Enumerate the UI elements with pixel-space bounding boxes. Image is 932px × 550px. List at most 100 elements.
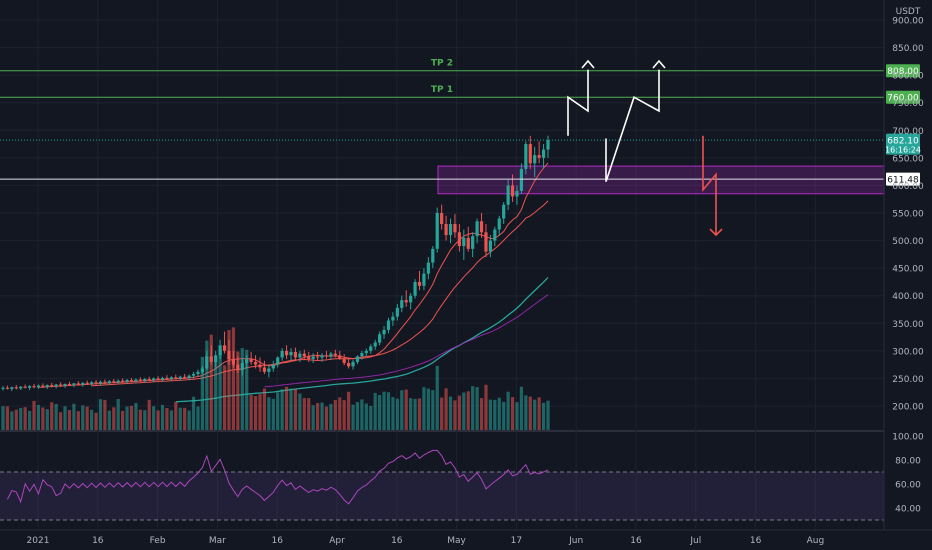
candle-body[interactable] [382, 329, 386, 335]
candle-body[interactable] [63, 383, 67, 386]
candle-body[interactable] [169, 377, 173, 379]
candle-body[interactable] [236, 364, 240, 371]
candle-body[interactable] [298, 353, 302, 358]
candle-body[interactable] [315, 356, 320, 358]
candle-body[interactable] [333, 353, 337, 356]
candle-body[interactable] [493, 229, 497, 241]
candle-body[interactable] [409, 295, 413, 303]
candle-body[interactable] [156, 378, 160, 380]
candle-body[interactable] [462, 237, 466, 247]
candle-body[interactable] [103, 381, 107, 383]
candles[interactable] [1, 135, 550, 392]
candle-body[interactable] [351, 361, 355, 367]
candle-body[interactable] [249, 359, 253, 362]
candle-body[interactable] [240, 362, 244, 371]
candle-body[interactable] [444, 224, 448, 236]
candle-body[interactable] [537, 155, 541, 158]
candle-body[interactable] [205, 356, 209, 369]
candle-body[interactable] [253, 361, 258, 365]
candle-body[interactable] [125, 380, 129, 382]
candle-body[interactable] [519, 168, 524, 191]
candle-body[interactable] [196, 371, 200, 375]
candle-body[interactable] [138, 379, 142, 381]
candle-body[interactable] [165, 377, 169, 379]
candle-body[interactable] [369, 346, 373, 351]
candle-body[interactable] [152, 378, 156, 381]
candle-body[interactable] [32, 386, 36, 388]
candle-body[interactable] [76, 383, 80, 385]
candle-body[interactable] [143, 378, 147, 381]
rsi-panel[interactable] [0, 449, 884, 521]
candle-body[interactable] [355, 356, 360, 362]
candle-body[interactable] [81, 382, 85, 385]
candle-body[interactable] [293, 351, 298, 358]
candle-body[interactable] [245, 359, 249, 363]
candle-body[interactable] [360, 353, 364, 357]
candle-body[interactable] [1, 387, 5, 389]
candle-body[interactable] [258, 364, 262, 368]
candle-body[interactable] [435, 213, 439, 249]
candle-body[interactable] [41, 385, 45, 387]
candle-body[interactable] [347, 362, 351, 367]
candle-body[interactable] [45, 385, 49, 387]
candle-body[interactable] [36, 385, 41, 388]
candle-body[interactable] [528, 144, 532, 164]
candle-body[interactable] [431, 248, 435, 263]
candle-body[interactable] [191, 374, 196, 376]
candle-body[interactable] [417, 281, 422, 286]
candle-body[interactable] [510, 185, 515, 197]
candle-body[interactable] [400, 300, 404, 308]
candle-body[interactable] [59, 384, 63, 386]
candle-body[interactable] [85, 382, 89, 384]
candle-body[interactable] [14, 387, 18, 389]
candle-body[interactable] [440, 213, 444, 225]
candle-body[interactable] [67, 383, 72, 386]
candle-body[interactable] [267, 368, 271, 372]
candle-body[interactable] [54, 384, 58, 387]
candle-body[interactable] [342, 358, 346, 363]
candle-body[interactable] [116, 380, 120, 383]
candle-body[interactable] [187, 375, 191, 378]
candle-body[interactable] [502, 204, 506, 219]
candle-body[interactable] [50, 385, 54, 387]
candle-body[interactable] [222, 345, 227, 351]
candle-body[interactable] [373, 342, 377, 347]
candle-body[interactable] [147, 378, 151, 381]
candle-body[interactable] [307, 356, 311, 360]
candle-body[interactable] [262, 367, 267, 372]
candle-body[interactable] [395, 307, 399, 317]
candle-body[interactable] [23, 386, 27, 388]
candle-body[interactable] [218, 345, 222, 356]
candle-body[interactable] [289, 351, 293, 356]
candle-body[interactable] [378, 334, 382, 343]
candle-body[interactable] [183, 376, 187, 378]
candle-body[interactable] [320, 355, 324, 358]
forecast-path-up-2[interactable] [605, 69, 660, 182]
candle-body[interactable] [506, 185, 510, 205]
candle-body[interactable] [324, 355, 329, 357]
candle-body[interactable] [10, 387, 14, 389]
candle-body[interactable] [471, 236, 475, 249]
candle-body[interactable] [453, 224, 457, 233]
candle-body[interactable] [541, 149, 546, 158]
candle-body[interactable] [422, 273, 426, 286]
candle-body[interactable] [524, 144, 528, 169]
forecast-path-up-1[interactable] [567, 69, 589, 136]
candle-body[interactable] [302, 353, 306, 357]
candle-body[interactable] [488, 240, 492, 252]
candle-body[interactable] [426, 262, 430, 274]
candle-body[interactable] [448, 224, 453, 236]
candle-body[interactable] [484, 232, 488, 252]
candle-body[interactable] [413, 281, 417, 296]
candle-body[interactable] [5, 387, 10, 389]
candle-body[interactable] [134, 379, 138, 382]
candle-body[interactable] [72, 383, 76, 386]
candle-body[interactable] [466, 237, 470, 249]
candle-body[interactable] [515, 190, 519, 197]
candle-body[interactable] [338, 355, 342, 359]
candle-body[interactable] [404, 300, 408, 303]
candle-body[interactable] [284, 350, 289, 356]
candle-body[interactable] [391, 316, 395, 321]
